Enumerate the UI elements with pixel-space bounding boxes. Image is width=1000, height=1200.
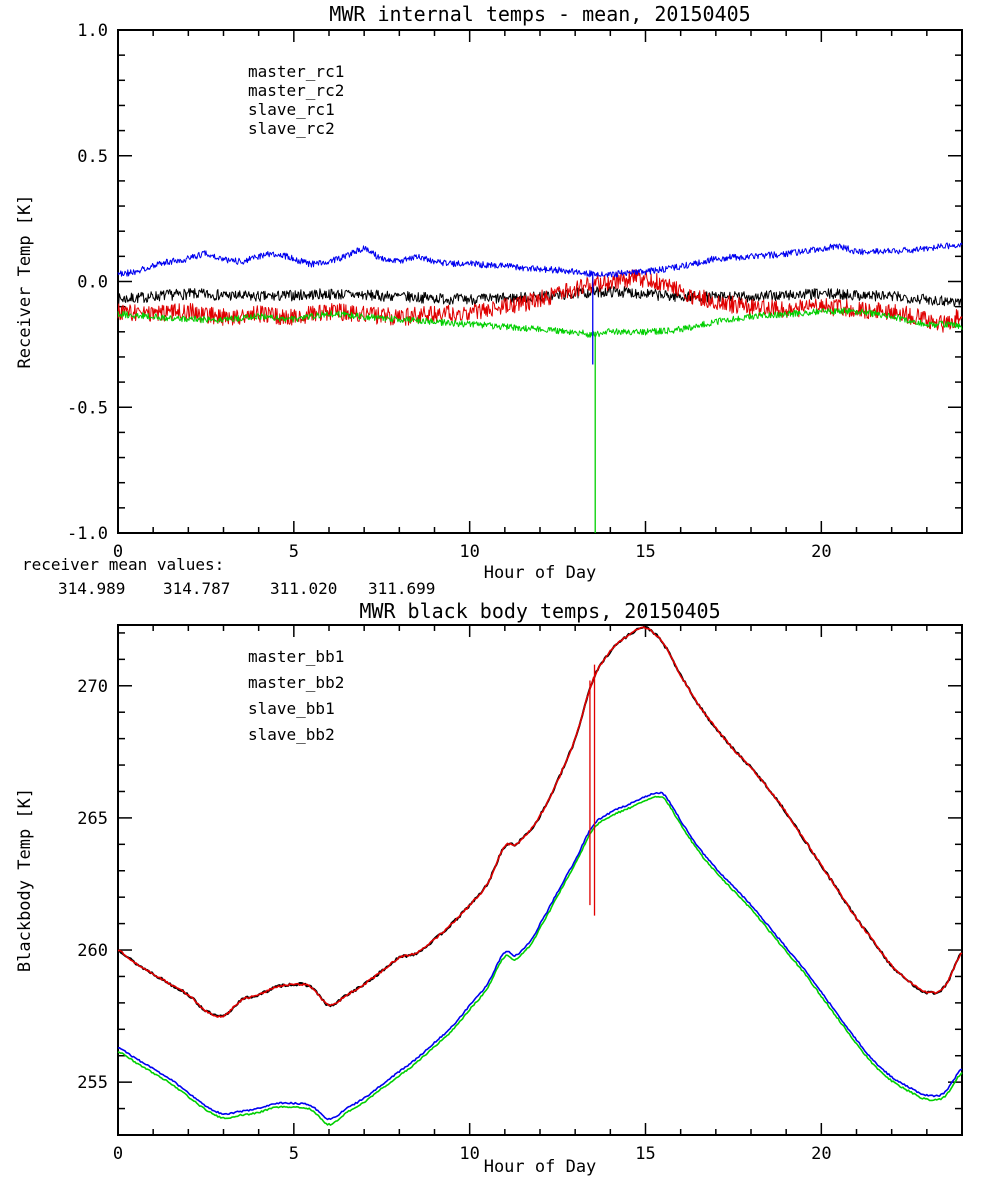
blackbody-temps-chart: 0 5 10 15 20 255 260 265 270 MWR black body temps… bbox=[15, 600, 963, 1177]
x-tick-label: 10 bbox=[459, 1144, 479, 1164]
x-tick-label: 20 bbox=[811, 542, 831, 562]
series-master_bb1 bbox=[117, 625, 963, 1018]
series-slave_rc1 bbox=[117, 242, 963, 278]
x-tick-label: 0 bbox=[113, 542, 123, 562]
x-axis-label: Hour of Day bbox=[484, 1157, 597, 1177]
receiver-mean-value-1: 314.787 bbox=[163, 579, 230, 598]
y-tick-label: 0.5 bbox=[77, 147, 108, 167]
legend-master_rc2: master_rc2 bbox=[248, 81, 344, 100]
x-tick-label: 5 bbox=[289, 542, 299, 562]
chart-title: MWR internal temps - mean, 20150405 bbox=[329, 2, 750, 26]
y-tick-label: 1.0 bbox=[77, 21, 108, 41]
series-slave_rc2 bbox=[117, 307, 963, 338]
y-tick-label: 0.0 bbox=[77, 273, 108, 293]
legend-slave_bb1: slave_bb1 bbox=[248, 699, 335, 718]
y-tick-label: 255 bbox=[77, 1073, 108, 1093]
y-tick-label: 260 bbox=[77, 941, 108, 961]
y-axis-label: Receiver Temp [K] bbox=[15, 195, 35, 369]
plot-frame bbox=[117, 29, 963, 534]
legend-master_bb2: master_bb2 bbox=[248, 673, 344, 692]
receiver-mean-value-2: 311.020 bbox=[270, 579, 337, 598]
series-master_bb2 bbox=[117, 626, 963, 1018]
y-tick-label: 270 bbox=[77, 677, 108, 697]
internal-temps-chart: 0 5 10 15 20 -1.0 -0.5 0.0 0.5 1.0 MWR internal te… bbox=[15, 2, 963, 598]
receiver-mean-values-label: receiver mean values: bbox=[22, 555, 224, 574]
x-tick-label: 15 bbox=[635, 1144, 655, 1164]
x-tick-label: 20 bbox=[811, 1144, 831, 1164]
y-tick-label: 265 bbox=[77, 809, 108, 829]
series-master_rc1 bbox=[117, 286, 963, 307]
x-tick-label: 10 bbox=[459, 542, 479, 562]
receiver-mean-value-3: 311.699 bbox=[368, 579, 435, 598]
x-tick-label: 0 bbox=[113, 1144, 123, 1164]
series-slave_bb2 bbox=[117, 795, 963, 1126]
plot-frame bbox=[117, 624, 963, 1136]
x-tick-label: 5 bbox=[289, 1144, 299, 1164]
legend-slave_rc2: slave_rc2 bbox=[248, 119, 335, 138]
legend-slave_bb2: slave_bb2 bbox=[248, 725, 335, 744]
legend-master_rc1: master_rc1 bbox=[248, 62, 344, 81]
chart-title: MWR black body temps, 20150405 bbox=[359, 600, 720, 623]
legend-slave_rc1: slave_rc1 bbox=[248, 100, 335, 119]
x-axis-label: Hour of Day bbox=[484, 563, 597, 583]
series-master_rc2 bbox=[117, 269, 963, 333]
x-tick-label: 15 bbox=[635, 542, 655, 562]
legend-master_bb1: master_bb1 bbox=[248, 647, 344, 666]
y-axis-label: Blackbody Temp [K] bbox=[15, 788, 35, 972]
series-slave_bb1 bbox=[117, 791, 963, 1121]
receiver-mean-value-0: 314.989 bbox=[58, 579, 125, 598]
y-tick-label: -0.5 bbox=[67, 398, 108, 418]
y-tick-label: -1.0 bbox=[67, 524, 108, 544]
